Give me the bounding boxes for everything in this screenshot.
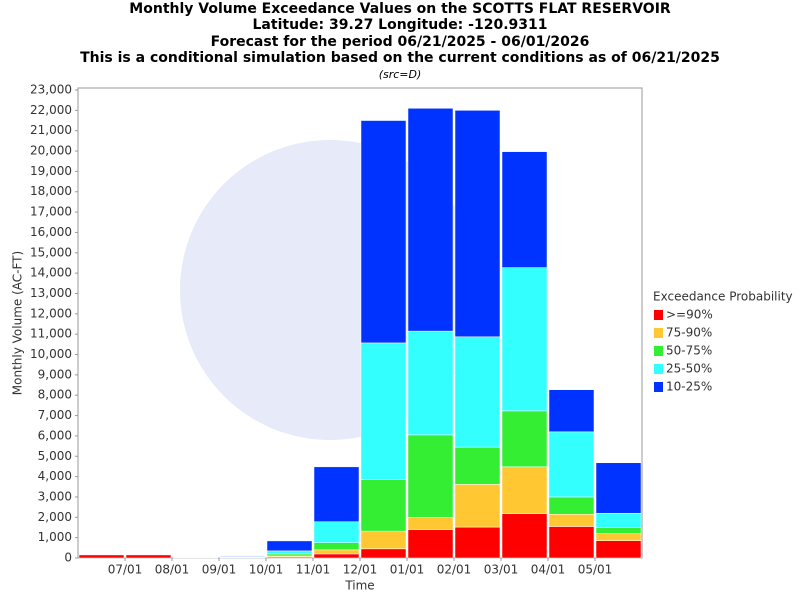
bar-segment: [266, 553, 313, 557]
bar-segment: [360, 342, 407, 480]
bar-segment: [407, 529, 454, 559]
y-tick-label: 13,000: [30, 286, 72, 300]
bar-segment: [548, 389, 595, 433]
y-tick-label: 10,000: [30, 347, 72, 361]
y-tick-label: 14,000: [30, 266, 72, 280]
y-tick-label: 4,000: [38, 469, 72, 483]
bar-segment: [595, 462, 642, 514]
bar-segment: [360, 530, 407, 550]
bar-segment: [595, 527, 642, 534]
bar-segment: [454, 110, 501, 338]
bar-segment: [548, 526, 595, 559]
x-tick-label: 10/01: [249, 563, 284, 577]
legend-swatch: [654, 364, 663, 374]
x-axis-label: Time: [344, 579, 374, 593]
x-tick-label: 05/01: [578, 563, 613, 577]
x-tick-label: 02/01: [437, 563, 472, 577]
y-tick-label: 15,000: [30, 245, 72, 259]
y-tick-label: 16,000: [30, 225, 72, 239]
y-tick-label: 20,000: [30, 144, 72, 158]
title-line: This is a conditional simulation based o…: [80, 50, 720, 66]
bar-segment: [219, 555, 266, 557]
y-tick-label: 17,000: [30, 205, 72, 219]
chart-title: Monthly Volume Exceedance Values on the …: [129, 1, 671, 17]
y-tick-label: 1,000: [38, 530, 72, 544]
y-tick-label: 19,000: [30, 164, 72, 178]
bar-segment: [454, 484, 501, 528]
x-tick-label: 03/01: [484, 563, 519, 577]
bar-segment: [313, 542, 360, 551]
legend-swatch: [654, 328, 663, 338]
bar-segment: [313, 549, 360, 555]
y-tick-label: 3,000: [38, 489, 72, 503]
x-tick-label: 11/01: [296, 563, 331, 577]
bar-segment: [407, 108, 454, 332]
bar-segment: [407, 517, 454, 530]
bar-segment: [501, 513, 548, 559]
y-tick-label: 23,000: [30, 83, 72, 97]
legend-swatch: [654, 310, 663, 320]
bar-segment: [313, 553, 360, 559]
bar-segment: [501, 410, 548, 468]
y-tick-label: 6,000: [38, 428, 72, 442]
y-tick-label: 9,000: [38, 367, 72, 381]
x-tick-label: 07/01: [108, 563, 143, 577]
x-tick-label: 04/01: [531, 563, 566, 577]
y-axis-label: Monthly Volume (AC-FT): [11, 251, 25, 395]
legend-swatch: [654, 346, 663, 356]
y-tick-label: 2,000: [38, 510, 72, 524]
y-tick-label: 18,000: [30, 184, 72, 198]
bar-segment: [454, 526, 501, 559]
bar-segment: [313, 466, 360, 523]
title-line: Latitude: 39.27 Longitude: -120.9311: [253, 17, 548, 33]
bar-segment: [548, 496, 595, 515]
title-line: Forecast for the period 06/21/2025 - 06/…: [211, 34, 590, 50]
legend-label: 75-90%: [666, 326, 712, 340]
y-tick-label: 22,000: [30, 103, 72, 117]
legend-label: 25-50%: [666, 362, 712, 376]
bar-segment: [454, 336, 501, 448]
x-tick-label: 08/01: [155, 563, 190, 577]
bar-segment: [501, 267, 548, 412]
bar-segment: [595, 540, 642, 559]
bar-segment: [501, 151, 548, 268]
y-tick-label: 0: [64, 551, 72, 565]
y-tick-label: 21,000: [30, 123, 72, 137]
bar-segment: [266, 550, 313, 555]
bar-segment: [125, 554, 172, 559]
y-tick-label: 5,000: [38, 449, 72, 463]
subtitle: (src=D): [379, 68, 422, 81]
bar-segment: [266, 540, 313, 552]
legend-title: Exceedance Probability: [653, 290, 793, 304]
y-tick-label: 12,000: [30, 306, 72, 320]
legend-swatch: [654, 382, 663, 392]
bar-segment: [454, 446, 501, 485]
y-tick-label: 7,000: [38, 408, 72, 422]
y-tick-label: 8,000: [38, 388, 72, 402]
bar-segment: [360, 120, 407, 344]
x-tick-label: 12/01: [343, 563, 378, 577]
y-tick-label: 11,000: [30, 327, 72, 341]
plot-area: [77, 87, 643, 559]
bar-segment: [595, 512, 642, 528]
bar-segment: [360, 548, 407, 559]
bar-segment: [78, 554, 125, 559]
bar-segment: [548, 514, 595, 527]
legend-label: >=90%: [666, 308, 713, 322]
legend-label: 50-75%: [666, 344, 712, 358]
bar-segment: [501, 466, 548, 514]
bar-segment: [407, 330, 454, 436]
x-tick-label: 01/01: [390, 563, 425, 577]
bar-segment: [407, 434, 454, 518]
x-tick-label: 09/01: [202, 563, 237, 577]
legend-label: 10-25%: [666, 380, 712, 394]
bar-segment: [360, 479, 407, 532]
bar-segment: [548, 431, 595, 498]
bar-segment: [595, 533, 642, 541]
bar-segment: [313, 521, 360, 543]
